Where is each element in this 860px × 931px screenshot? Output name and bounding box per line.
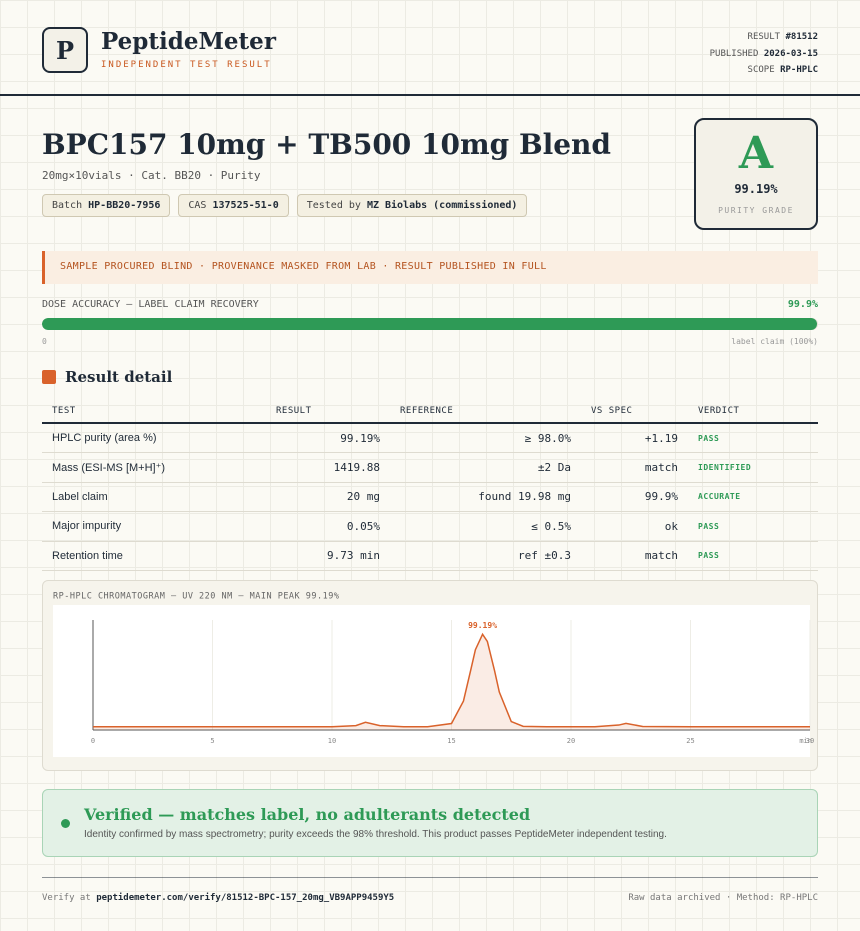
grade-caption: PURITY GRADE (718, 206, 794, 215)
chromatogram: RP-HPLC CHROMATOGRAM — UV 220 NM — MAIN … (53, 592, 814, 757)
chromatogram-card: RP-HPLC CHROMATOGRAM — UV 220 NM — MAIN … (42, 580, 818, 771)
table-cell: 99.19% (266, 423, 390, 453)
notice: SAMPLE PROCURED BLIND · PROVENANCE MASKE… (42, 251, 818, 284)
product-title: BPC157 10mg + TB500 10mg Blend (42, 128, 611, 161)
table-cell: Mass (ESI-MS [M+H]⁺) (42, 452, 266, 483)
table-cell: PASS (688, 511, 818, 542)
chip-value: MZ Biolabs (commissioned) (366, 200, 518, 211)
meta-value: #81512 (785, 32, 818, 42)
table-cell: Retention time (42, 541, 266, 571)
section-icon (42, 370, 56, 384)
brand: PeptideMeter (101, 28, 276, 55)
column-header: RESULT (266, 400, 390, 424)
table-cell: 1419.88 (266, 452, 390, 483)
table-cell: IDENTIFIED (688, 452, 818, 483)
chip: Batch HP-BB20-7956 (42, 194, 171, 217)
table-cell: 99.9% (581, 482, 688, 512)
section-title: Result detail (65, 368, 173, 386)
table-cell: found 19.98 mg (390, 482, 581, 512)
x-tick-label: 5 (210, 737, 214, 745)
x-tick-label: 25 (686, 737, 694, 745)
meta: RESULT #81512 PUBLISHED 2026-03-15 SCOPE… (710, 29, 818, 79)
footer-rule (42, 877, 818, 878)
dose-bar (42, 318, 818, 330)
x-tick-label: 15 (447, 737, 455, 745)
table-cell: match (581, 541, 688, 571)
chip-label: Tested by (306, 200, 361, 211)
table-cell: match (581, 452, 688, 483)
table-cell: ±2 Da (390, 452, 581, 483)
verify-url[interactable]: peptidemeter.com/verify/81512-BPC-157_20… (96, 893, 395, 903)
chart-title: RP-HPLC CHROMATOGRAM — UV 220 NM — MAIN … (53, 592, 340, 602)
result-table: TEST RESULT REFERENCE VS SPEC VERDICT HP… (42, 400, 818, 571)
verify-label: Verify at (42, 893, 91, 903)
table-cell: ACCURATE (688, 482, 818, 512)
grade-letter: A (738, 128, 774, 179)
trace (93, 632, 810, 728)
x-tick-label: 30 (806, 737, 814, 745)
verified-title: Verified — matches label, no adulterants… (84, 805, 531, 824)
verified-text: Identity confirmed by mass spectrometry;… (84, 829, 667, 840)
meta-label: SCOPE (747, 65, 775, 75)
table-cell: 0.05% (266, 511, 390, 542)
table-cell: ≤ 0.5% (390, 511, 581, 542)
meta-value: RP-HPLC (780, 65, 818, 75)
product-subtitle: 20mg×10vials · Cat. BB20 · Purity (42, 169, 261, 182)
chip-value: HP-BB20-7956 (88, 200, 161, 211)
chip: CAS 137525-51-0 (178, 194, 289, 217)
tagline: INDEPENDENT TEST RESULT (101, 60, 272, 70)
dose-track (42, 318, 818, 330)
column-header: VERDICT (688, 400, 818, 424)
table-cell: 9.73 min (266, 541, 390, 571)
table-cell: ≥ 98.0% (390, 423, 581, 453)
chips: Batch HP-BB20-7956 CAS 137525-51-0 Teste… (42, 194, 528, 217)
x-tick-label: 20 (567, 737, 575, 745)
footer-verify: Verify at peptidemeter.com/verify/81512-… (42, 893, 394, 903)
plot-background (53, 605, 810, 757)
x-tick-label: 10 (328, 737, 336, 745)
chip-value: 137525-51-0 (212, 200, 279, 211)
table-cell: ok (581, 511, 688, 542)
verified-dot (61, 819, 70, 828)
chip-label: CAS (188, 200, 207, 211)
table-cell: 20 mg (266, 482, 390, 512)
x-tick-label: 0 (91, 737, 95, 745)
table-cell: Label claim (42, 482, 266, 512)
table-row: HPLC purity (area %) 99.19% ≥ 98.0% +1.19 PA… (42, 423, 818, 453)
footer-right: Raw data archived · Method: RP-HPLC (628, 893, 818, 903)
table-cell: +1.19 (581, 423, 688, 453)
chip-label: Batch (52, 200, 83, 211)
table-cell: PASS (688, 541, 818, 571)
meta-label: RESULT (747, 32, 781, 42)
grade-purity: 99.19% (734, 182, 778, 196)
verified-box (42, 789, 818, 857)
dose-value: 99.9% (787, 299, 818, 310)
meta-value: 2026-03-15 (763, 48, 818, 59)
table-cell: ref ±0.3 (390, 541, 581, 571)
table-row: Major impurity 0.05% ≤ 0.5% ok PASS (42, 511, 818, 542)
meta-label: PUBLISHED (709, 48, 759, 59)
table-row: Mass (ESI-MS [M+H]⁺) 1419.88 ±2 Da match IDE… (42, 452, 818, 483)
table-cell: PASS (688, 423, 818, 453)
column-header: TEST (42, 400, 266, 424)
column-header: VS SPEC (581, 400, 688, 424)
dose-max: label claim (100%) (731, 337, 818, 346)
x-axis-label: min (799, 737, 812, 745)
table-row: Label claim 20 mg found 19.98 mg 99.9% ACCUR… (42, 482, 818, 512)
table-cell: HPLC purity (area %) (42, 423, 266, 453)
header-rule (0, 94, 860, 96)
table-row: Retention time 9.73 min ref ±0.3 match PASS (42, 541, 818, 571)
logo: P (42, 27, 88, 73)
peak-annotation: 99.19% (468, 621, 497, 630)
dose-min: 0 (42, 337, 47, 346)
column-header: REFERENCE (390, 400, 581, 424)
table-cell: Major impurity (42, 511, 266, 542)
grade-card: A 99.19% PURITY GRADE (694, 118, 818, 230)
chip: Tested by MZ Biolabs (commissioned) (296, 194, 528, 217)
dose-label: DOSE ACCURACY — LABEL CLAIM RECOVERY (42, 299, 259, 310)
